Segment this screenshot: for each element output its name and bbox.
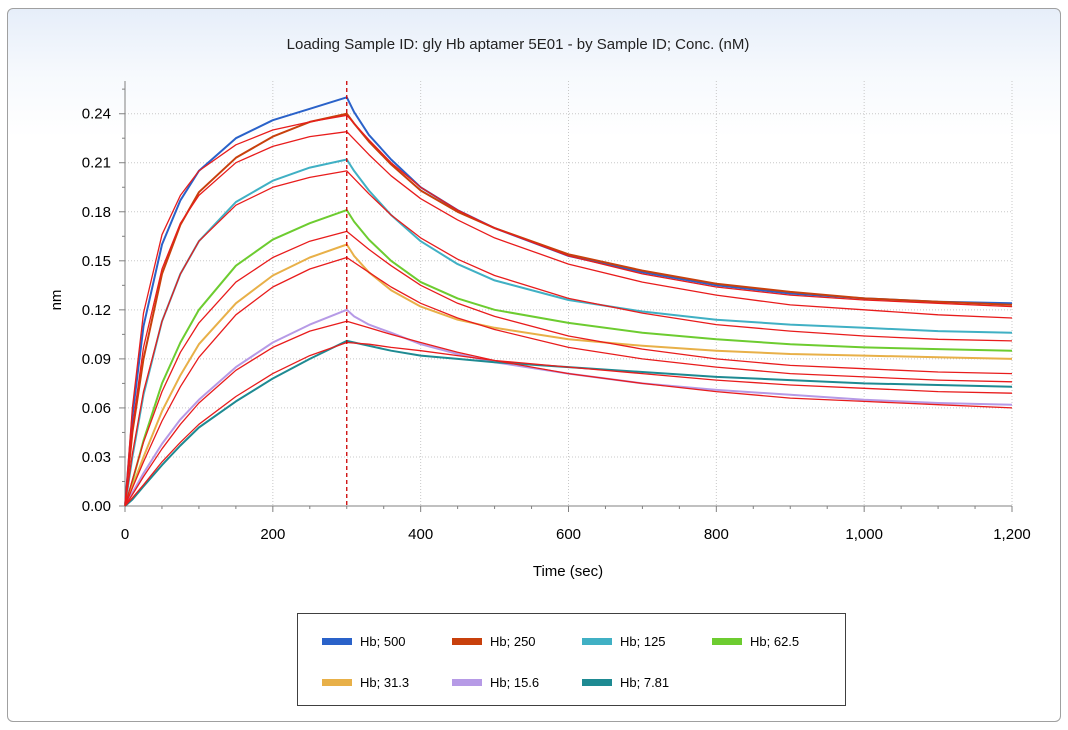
fit-line	[124, 131, 1013, 507]
legend-swatch	[712, 637, 742, 645]
legend-label: Hb; 7.81	[620, 674, 670, 690]
x-axis-label: Time (sec)	[533, 563, 603, 580]
legend-item: Hb; 31.3	[322, 672, 409, 692]
fit-line	[124, 256, 1013, 507]
legend-label: Hb; 15.6	[490, 674, 540, 690]
series-line	[124, 308, 1013, 507]
legend-label: Hb; 125	[620, 633, 666, 649]
legend-item: Hb; 500	[322, 631, 406, 651]
y-tick-label: 0.03	[82, 449, 111, 466]
legend-item: Hb; 125	[582, 631, 666, 651]
legend-item: Hb; 7.81	[582, 672, 669, 692]
x-tick-label: 800	[704, 526, 729, 543]
y-tick-label: 0.24	[82, 106, 111, 123]
x-tick-label: 400	[408, 526, 433, 543]
x-tick-label: 200	[260, 526, 285, 543]
fit-line	[124, 320, 1013, 507]
y-tick-label: 0.15	[82, 253, 111, 270]
y-tick-label: 0.18	[82, 204, 111, 221]
legend-swatch	[452, 678, 482, 686]
series-line	[124, 209, 1013, 507]
axes	[119, 81, 1013, 512]
y-tick-label: 0.21	[82, 155, 111, 172]
series-line	[124, 339, 1013, 507]
legend-swatch	[582, 637, 612, 645]
y-tick-label: 0.06	[82, 400, 111, 417]
chart-panel: Loading Sample ID: gly Hb aptamer 5E01 -…	[7, 8, 1061, 722]
y-tick-label: 0.09	[82, 351, 111, 368]
series-line	[124, 112, 1013, 507]
chart-title: Loading Sample ID: gly Hb aptamer 5E01 -…	[287, 36, 750, 53]
chart-canvas: Loading Sample ID: gly Hb aptamer 5E01 -…	[48, 36, 1031, 580]
x-tick-label: 600	[556, 526, 581, 543]
x-tick-label: 1,200	[993, 526, 1031, 543]
legend-label: Hb; 500	[360, 633, 406, 649]
y-tick-label: 0.12	[82, 302, 111, 319]
x-tick-label: 1,000	[845, 526, 883, 543]
legend-item: Hb; 250	[452, 631, 536, 651]
y-axis-label: nm	[48, 290, 65, 311]
x-tick-label: 0	[121, 526, 129, 543]
legend-item: Hb; 15.6	[452, 672, 539, 692]
legend-swatch	[322, 637, 352, 645]
legend-label: Hb; 250	[490, 633, 536, 649]
series-line	[124, 96, 1013, 507]
legend-label: Hb; 31.3	[360, 674, 410, 690]
y-tick-label: 0.00	[82, 498, 111, 515]
fit-line	[124, 114, 1013, 507]
fit-line	[124, 341, 1013, 507]
legend-item: Hb; 62.5	[712, 631, 799, 651]
fit-lines	[124, 114, 1013, 507]
legend-swatch	[452, 637, 482, 645]
legend-swatch	[582, 678, 612, 686]
legend-swatch	[322, 678, 352, 686]
grid	[125, 81, 1013, 506]
fit-line	[124, 170, 1013, 507]
legend-label: Hb; 62.5	[750, 633, 800, 649]
legend: Hb; 500 Hb; 250 Hb; 125 Hb; 62.5 Hb; 31.3 Hb;…	[297, 613, 846, 706]
tick-labels: 0 200 400 600 800 1,000 1,200 0.00 0.03 0.06 0.09 0…	[82, 106, 1031, 543]
fit-line	[124, 230, 1013, 507]
